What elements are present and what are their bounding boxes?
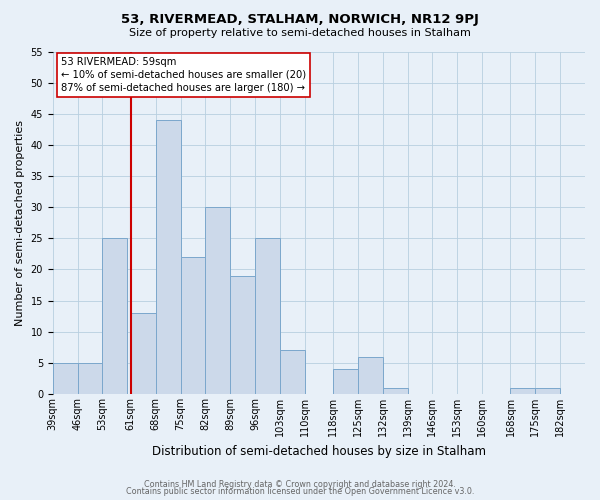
Bar	[511, 388, 535, 394]
Bar	[77, 363, 103, 394]
Bar	[181, 257, 205, 394]
X-axis label: Distribution of semi-detached houses by size in Stalham: Distribution of semi-detached houses by …	[152, 444, 486, 458]
Text: 53, RIVERMEAD, STALHAM, NORWICH, NR12 9PJ: 53, RIVERMEAD, STALHAM, NORWICH, NR12 9P…	[121, 12, 479, 26]
Text: Contains public sector information licensed under the Open Government Licence v3: Contains public sector information licen…	[126, 487, 474, 496]
Bar	[535, 388, 560, 394]
Text: 53 RIVERMEAD: 59sqm
← 10% of semi-detached houses are smaller (20)
87% of semi-d: 53 RIVERMEAD: 59sqm ← 10% of semi-detach…	[61, 56, 306, 93]
Bar	[280, 350, 305, 394]
Text: Contains HM Land Registry data © Crown copyright and database right 2024.: Contains HM Land Registry data © Crown c…	[144, 480, 456, 489]
Bar	[358, 356, 383, 394]
Bar	[131, 313, 155, 394]
Bar	[333, 369, 358, 394]
Bar	[103, 238, 127, 394]
Bar	[53, 363, 77, 394]
Bar	[155, 120, 181, 394]
Text: Size of property relative to semi-detached houses in Stalham: Size of property relative to semi-detach…	[129, 28, 471, 38]
Y-axis label: Number of semi-detached properties: Number of semi-detached properties	[15, 120, 25, 326]
Bar	[205, 207, 230, 394]
Bar	[383, 388, 407, 394]
Bar	[230, 276, 255, 394]
Bar	[255, 238, 280, 394]
